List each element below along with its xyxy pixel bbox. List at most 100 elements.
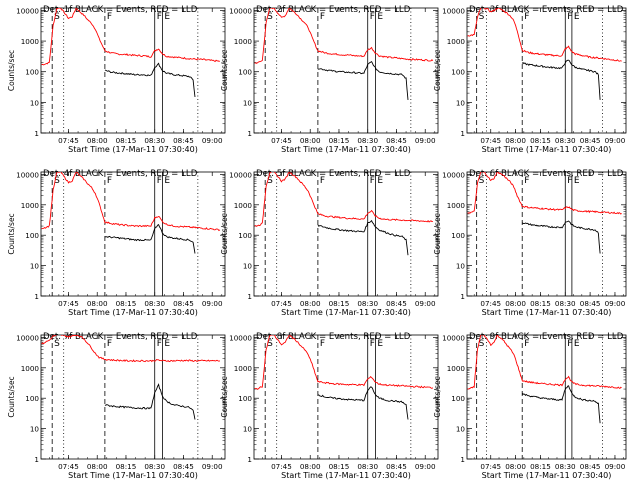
y-axis-label: Counts/sec <box>220 50 229 91</box>
x-tick-label: 08:45 <box>173 462 194 471</box>
x-tick-label: 08:45 <box>580 136 601 145</box>
y-axis-label: Counts/sec <box>433 376 442 417</box>
marker-letter: F <box>157 12 162 22</box>
x-axis-label: Start Time (17-Mar-11 07:30:40) <box>68 145 198 154</box>
x-tick-label: 08:30 <box>555 136 576 145</box>
panel-2: Det. 2f BLACK = Events, RED = LLD 1 10 100 1… <box>220 5 439 154</box>
x-tick-label: 07:45 <box>480 462 501 471</box>
x-tick-label: 07:45 <box>480 299 501 308</box>
x-axis-label: Start Time (17-Mar-11 07:30:40) <box>68 308 198 317</box>
y-tick-label: 10000 <box>16 333 39 342</box>
y-tick-label: 10 <box>30 425 40 434</box>
events-series-line <box>317 386 409 420</box>
x-tick-label: 08:00 <box>300 136 321 145</box>
x-tick-label: 08:30 <box>357 136 378 145</box>
chart-title: Det. 4f BLACK = Events, RED = LLD <box>43 169 198 179</box>
x-tick-label: 09:00 <box>605 299 626 308</box>
x-tick-label: 09:00 <box>605 462 626 471</box>
marker-letter: E <box>164 176 170 186</box>
y-tick-label: 1000 <box>234 201 253 210</box>
panel-4: Det. 4f BLACK = Events, RED = LLD 1 10 100 1… <box>7 169 226 317</box>
events-series-line <box>521 220 601 254</box>
x-tick-label: 08:30 <box>144 299 165 308</box>
y-tick-label: 1 <box>34 129 39 138</box>
x-tick-label: 08:30 <box>555 299 576 308</box>
marker-letter: E <box>164 339 170 349</box>
x-tick-label: 08:15 <box>116 299 137 308</box>
x-tick-label: 07:45 <box>271 136 292 145</box>
x-tick-label: 08:30 <box>357 299 378 308</box>
marker-letter: F <box>107 176 112 186</box>
marker-letter: E <box>377 12 383 22</box>
y-axis-label: Counts/sec <box>7 213 16 254</box>
y-tick-label: 100 <box>25 231 39 240</box>
x-tick-label: 08:15 <box>116 136 137 145</box>
x-tick-label: 08:30 <box>144 136 165 145</box>
marker-letter: F <box>524 339 529 349</box>
x-axis-label: Start Time (17-Mar-11 07:30:40) <box>281 471 411 480</box>
x-tick-label: 09:00 <box>202 299 223 308</box>
x-tick-label: 08:45 <box>386 136 407 145</box>
marker-letter: E <box>574 339 580 349</box>
y-tick-label: 10000 <box>229 333 252 342</box>
marker-letter: F <box>107 339 112 349</box>
plot-frame <box>253 334 439 460</box>
events-series-line <box>104 62 196 98</box>
x-tick-label: 08:45 <box>580 462 601 471</box>
x-tick-label: 08:00 <box>505 299 526 308</box>
x-tick-label: 08:00 <box>87 299 108 308</box>
y-tick-label: 10000 <box>442 333 465 342</box>
panel-5: Det. 5f BLACK = Events, RED = LLD 1 10 100 1… <box>220 169 439 317</box>
panel-6: Det. 6f BLACK = Events, RED = LLD 1 10 100 1… <box>433 169 627 317</box>
y-tick-label: 1000 <box>21 364 40 373</box>
y-tick-label: 1000 <box>21 201 40 210</box>
chart-title: Det. 3f BLACK = Events, RED = LLD <box>469 5 624 15</box>
marker-letter: F <box>524 176 529 186</box>
x-tick-label: 08:30 <box>357 462 378 471</box>
x-tick-label: 08:15 <box>530 462 551 471</box>
marker-letter: S <box>479 176 485 186</box>
x-tick-label: 08:00 <box>87 462 108 471</box>
lld-series-line <box>41 8 220 66</box>
x-tick-label: 08:00 <box>505 136 526 145</box>
marker-letter: S <box>267 12 273 22</box>
y-tick-label: 10 <box>30 98 40 107</box>
y-tick-label: 100 <box>238 394 252 403</box>
y-tick-label: 1 <box>34 292 39 301</box>
x-tick-label: 08:15 <box>530 136 551 145</box>
plot-frame <box>40 7 226 134</box>
lld-series-line <box>254 335 434 390</box>
y-axis-label: Counts/sec <box>7 376 16 417</box>
y-tick-label: 10 <box>243 262 253 271</box>
y-tick-label: 1000 <box>234 37 253 46</box>
plot-frame <box>253 7 439 134</box>
x-tick-label: 08:15 <box>116 462 137 471</box>
y-tick-label: 1000 <box>447 201 466 210</box>
x-tick-label: 08:30 <box>555 462 576 471</box>
x-tick-label: 08:45 <box>386 299 407 308</box>
y-tick-label: 10 <box>243 425 253 434</box>
marker-letter: S <box>479 12 485 22</box>
marker-letter: F <box>157 176 162 186</box>
y-tick-label: 1 <box>247 455 252 464</box>
y-tick-label: 10 <box>456 425 466 434</box>
y-tick-label: 1000 <box>234 364 253 373</box>
x-tick-label: 07:45 <box>58 136 79 145</box>
y-tick-label: 100 <box>238 231 252 240</box>
marker-letter: F <box>320 12 325 22</box>
plot-frame <box>40 171 226 297</box>
panel-8: Det. 8f BLACK = Events, RED = LLD 1 10 100 1… <box>220 332 439 480</box>
x-tick-label: 08:15 <box>329 299 350 308</box>
x-tick-label: 07:45 <box>58 299 79 308</box>
y-tick-label: 1000 <box>21 37 40 46</box>
x-tick-label: 08:00 <box>300 462 321 471</box>
x-tick-label: 08:15 <box>329 136 350 145</box>
y-axis-label: Counts/sec <box>220 213 229 254</box>
marker-letter: E <box>377 176 383 186</box>
y-tick-label: 10 <box>456 262 466 271</box>
x-axis-label: Start Time (17-Mar-11 07:30:40) <box>68 471 198 480</box>
x-tick-label: 08:15 <box>329 462 350 471</box>
plot-frame <box>466 7 627 134</box>
lld-series-line <box>254 172 433 227</box>
panel-1: Det. 1f BLACK = Events, RED = LLD 1 10 100 1… <box>7 5 226 154</box>
